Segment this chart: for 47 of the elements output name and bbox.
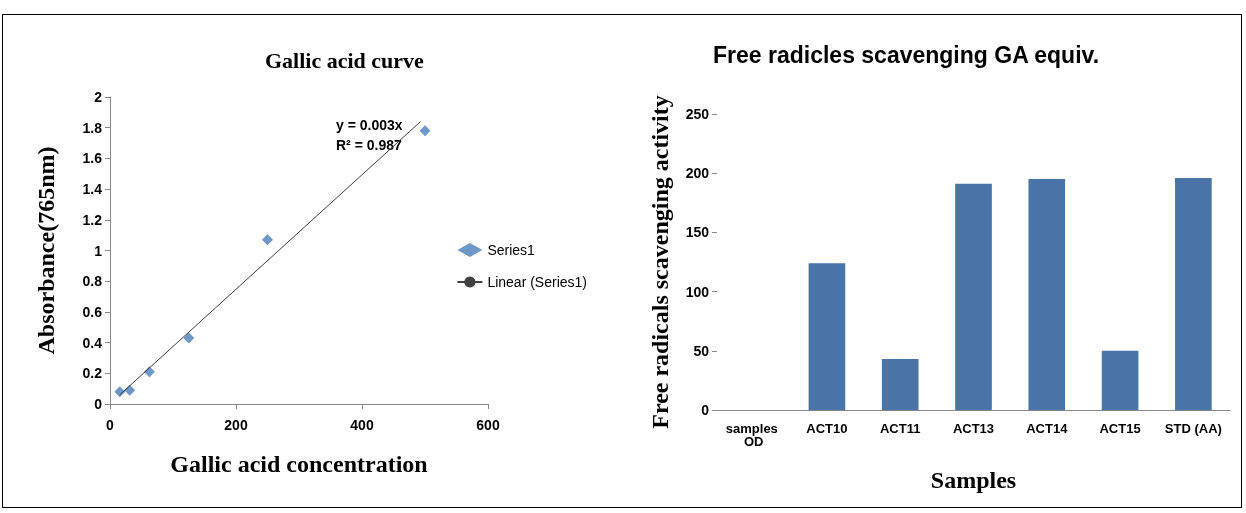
annotation: R² = 0.987 <box>336 137 402 153</box>
y-tick-label: 1.2 <box>82 211 103 228</box>
x-tick-label: 200 <box>224 417 248 433</box>
point <box>419 125 431 137</box>
annotation: y = 0.003x <box>336 117 403 133</box>
y-tick-label: 250 <box>685 106 710 122</box>
x-tick-label: ACT11 <box>879 421 921 436</box>
y-tick-label: 2 <box>94 89 103 105</box>
chart-title: Free radicles scavenging GA equiv. <box>713 41 1100 68</box>
y-tick-label: 0 <box>701 402 710 418</box>
point <box>262 234 273 246</box>
x-tick-label: 600 <box>476 417 500 433</box>
x-tick-label: STD (AA) <box>1164 421 1222 436</box>
y-tick-label: 100 <box>685 283 710 300</box>
x-tick-label: samples OD <box>725 421 782 449</box>
y-tick-label: 0.2 <box>82 365 103 382</box>
y-tick-label: 150 <box>685 224 710 241</box>
y-tick-label: 0.4 <box>82 334 103 351</box>
y-tick-label: 0.8 <box>82 273 103 290</box>
y-tick-label: 1 <box>94 242 103 259</box>
y-tick-label: 0 <box>94 396 103 412</box>
x-tick-label: 0 <box>106 417 115 433</box>
bar <box>881 359 919 410</box>
y-tick-label: 0.6 <box>82 303 103 320</box>
y-tick-label: 1.4 <box>82 181 103 198</box>
y-tick-label: 1.8 <box>82 119 103 136</box>
y-tick-label: 200 <box>685 165 710 182</box>
x-tick-label: ACT15 <box>1099 421 1141 436</box>
legend-label: Linear (Series1) <box>487 274 588 290</box>
legend-label: Series1 <box>487 242 536 258</box>
x-tick-label: ACT14 <box>1026 421 1069 436</box>
x-axis-title: Gallic acid concentration <box>170 451 428 477</box>
bar <box>1028 179 1066 410</box>
y-axis-title: Free radicals scavenging activity <box>647 95 673 429</box>
y-tick-label: 1.6 <box>82 150 103 167</box>
y-axis-title: Absorbance(765nm) <box>33 146 59 355</box>
x-tick-label: ACT10 <box>806 421 848 436</box>
x-axis-title: Samples <box>930 467 1017 493</box>
x-tick-label: 400 <box>350 417 374 433</box>
bar <box>1175 177 1212 410</box>
y-tick-label: 50 <box>693 342 710 359</box>
bar <box>808 263 846 410</box>
x-tick-label: ACT13 <box>952 421 995 436</box>
point <box>183 332 195 344</box>
bar <box>1101 350 1139 410</box>
chart-title: Gallic acid curve <box>265 47 425 73</box>
bar <box>955 183 992 410</box>
